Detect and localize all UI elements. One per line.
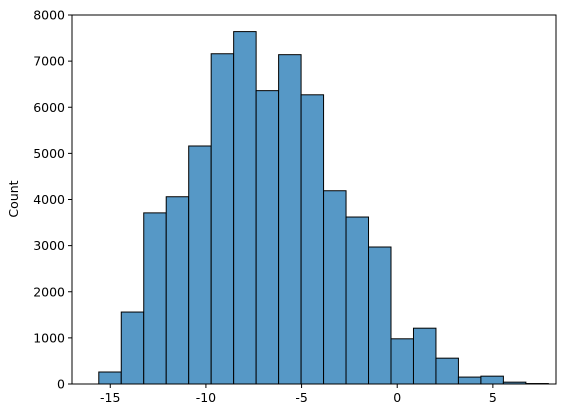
- bar: [98, 371, 122, 385]
- x-tick-label: -15: [100, 390, 120, 405]
- y-tick-label: 3000: [33, 238, 65, 253]
- y-tick-label: 4000: [33, 192, 65, 207]
- bar: [255, 90, 280, 385]
- bar: [165, 196, 190, 385]
- bar: [412, 327, 437, 385]
- bar: [143, 212, 167, 385]
- x-tick-label: -10: [196, 390, 216, 405]
- bar: [323, 190, 347, 385]
- bar: [120, 311, 145, 385]
- bar: [210, 53, 235, 385]
- y-tick-label: 6000: [33, 100, 65, 115]
- bar: [457, 376, 482, 385]
- x-tick-label: 5: [489, 390, 497, 405]
- y-tick-label: 2000: [33, 284, 65, 299]
- x-tick-label: 0: [393, 390, 401, 405]
- y-tick-label: 7000: [33, 54, 65, 69]
- x-tick-label: -5: [295, 390, 307, 405]
- bar: [435, 357, 459, 385]
- bar: [188, 145, 212, 385]
- bar: [300, 94, 325, 385]
- bar: [390, 338, 414, 385]
- bar: [278, 54, 302, 385]
- bar: [345, 216, 370, 385]
- y-tick-label: 8000: [33, 8, 65, 23]
- bar: [233, 31, 257, 385]
- bar: [368, 246, 392, 385]
- bar: [480, 375, 504, 385]
- y-tick-label: 0: [57, 377, 65, 392]
- y-tick-label: 1000: [33, 330, 65, 345]
- plot-frame: [71, 14, 557, 385]
- y-tick-label: 5000: [33, 146, 65, 161]
- y-axis-label: Count: [6, 180, 21, 217]
